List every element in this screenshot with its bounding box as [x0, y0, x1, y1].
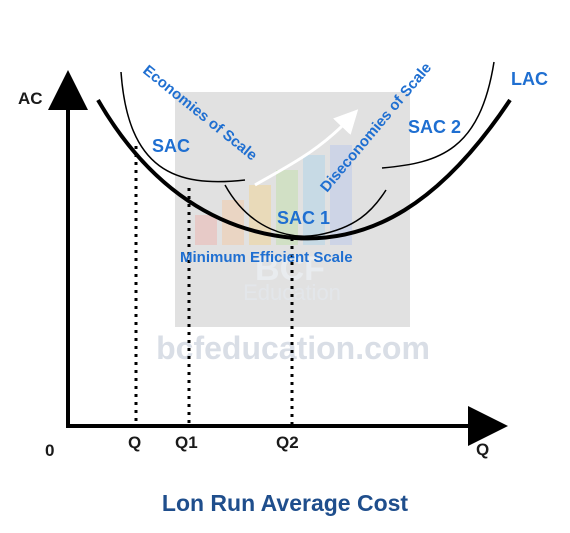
watermark: BCF Education bcfeducation.com: [156, 92, 430, 366]
growth-arrow: [254, 109, 359, 187]
x-axis-label: Q: [476, 440, 489, 459]
sac2-curve: [381, 61, 495, 169]
y-axis-label: AC: [18, 89, 43, 108]
minimum-efficient-scale-label: Minimum Efficient Scale: [180, 249, 353, 266]
lac-curve: [96, 98, 512, 241]
tick-label-q2: Q2: [276, 433, 299, 452]
origin-label: 0: [45, 441, 54, 460]
watermark-logo-sub: Education: [243, 280, 341, 305]
sac1-label: SAC 1: [277, 208, 330, 228]
sac-curve: [120, 71, 246, 183]
watermark-bars: [195, 145, 352, 245]
tick-label-q: Q: [128, 433, 141, 452]
tick-label-q1: Q1: [175, 433, 198, 452]
lac-label: LAC: [511, 69, 548, 89]
sac1-curve: [224, 184, 387, 237]
watermark-logo-text: BCF: [255, 250, 325, 288]
diagram-title: Lon Run Average Cost: [161, 490, 409, 516]
sac-label: SAC: [152, 136, 190, 156]
sac2-label: SAC 2: [408, 117, 461, 137]
